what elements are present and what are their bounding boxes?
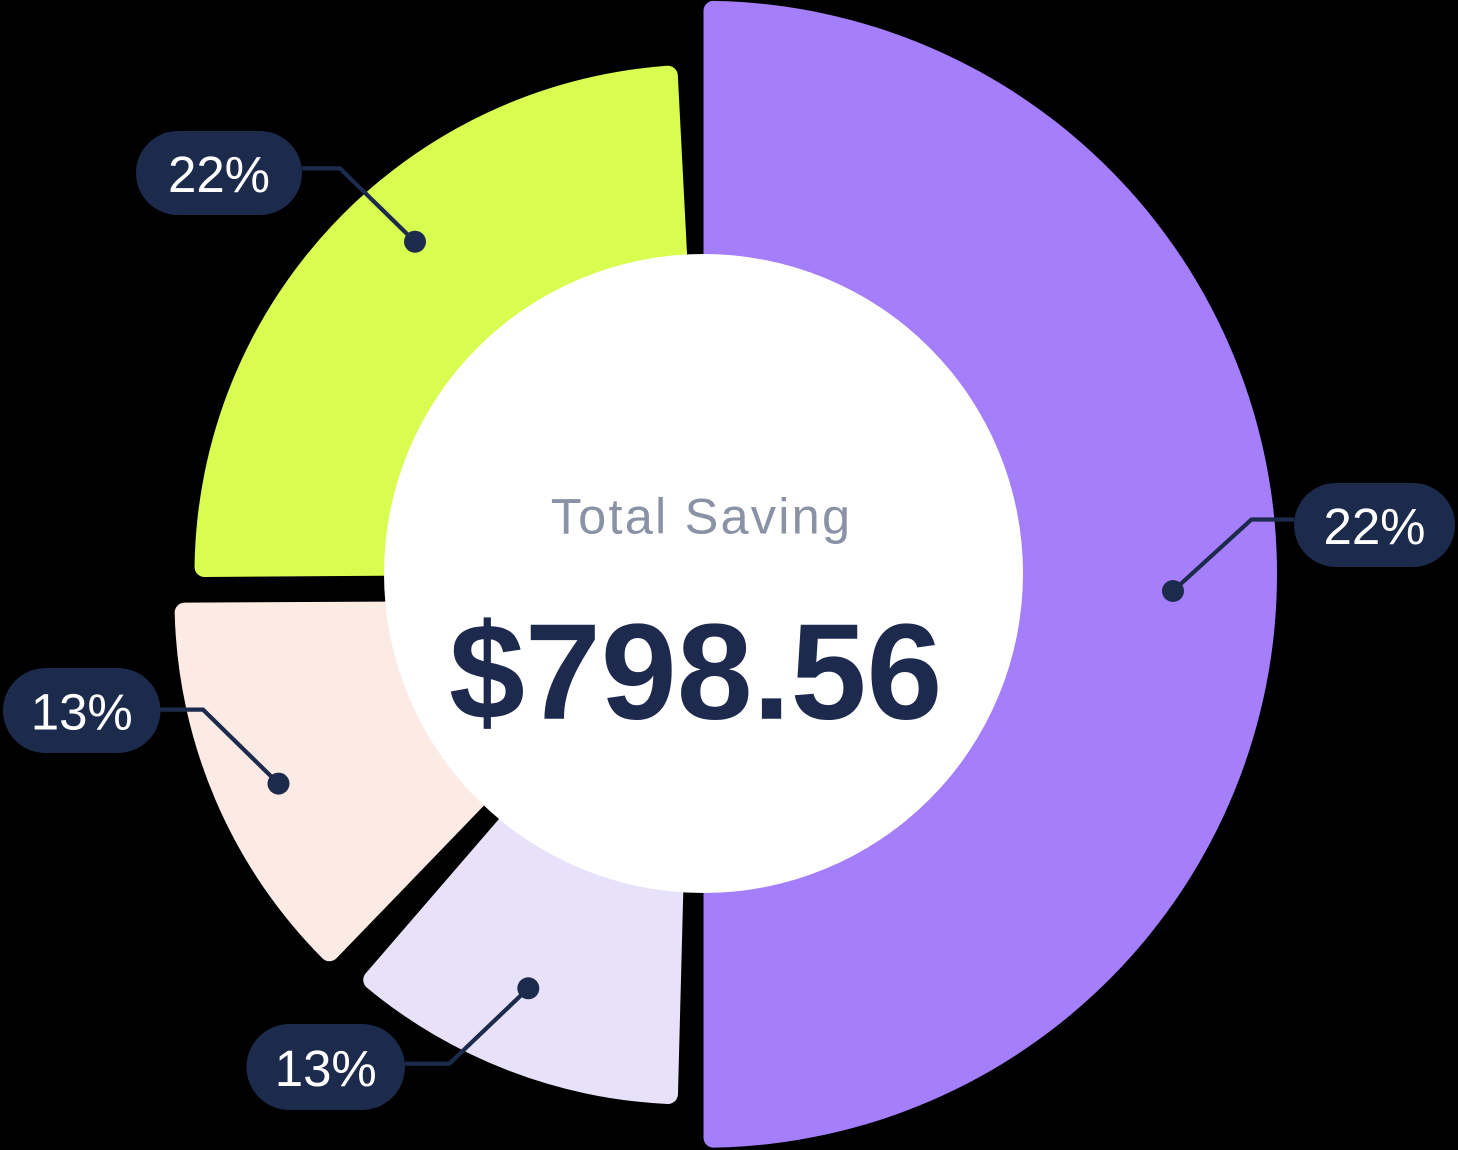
svg-text:13%: 13% — [31, 684, 133, 741]
svg-text:22%: 22% — [168, 146, 270, 203]
svg-text:13%: 13% — [275, 1040, 377, 1097]
svg-text:Total Saving: Total Saving — [551, 487, 853, 544]
svg-text:$798.56: $798.56 — [449, 595, 942, 748]
svg-text:22%: 22% — [1323, 498, 1425, 555]
